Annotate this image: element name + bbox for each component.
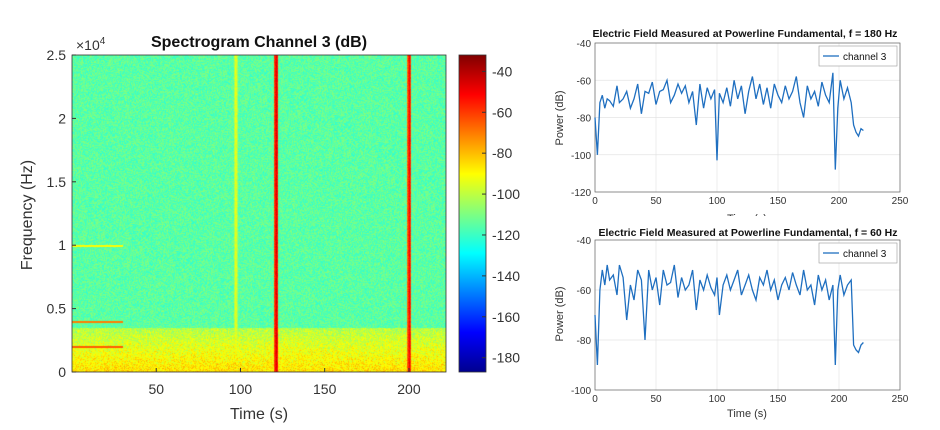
colorbar-tick-label: -40 — [492, 63, 512, 79]
line-chart-60hz: Electric Field Measured at Powerline Fun… — [554, 227, 909, 420]
chart-180hz-ticks: 0 50 100 150 200 250 -40 -60 -80 -100 -120 — [571, 39, 909, 207]
exponent-label: ×104 — [76, 36, 106, 53]
x-tick-label: 200 — [831, 394, 848, 405]
x-tick-label: 250 — [892, 394, 909, 405]
colorbar-tick-label: -180 — [492, 350, 520, 366]
spectrogram-y-tick-label: 1 — [58, 237, 66, 253]
spectrogram-x-ticks: 50 100 150 200 — [148, 368, 421, 397]
legend-label: channel 3 — [843, 249, 887, 260]
x-tick-label: 100 — [709, 196, 726, 207]
colorbar-tick-label: -80 — [492, 145, 512, 161]
spectrogram-x-tick-label: 50 — [148, 381, 164, 397]
y-tick-label: -60 — [577, 286, 592, 297]
chart-180hz-legend: channel 3 — [818, 45, 898, 67]
x-tick-label: 150 — [770, 196, 787, 207]
x-tick-label: 100 — [709, 394, 726, 405]
colorbar-ticks: -40 -60 -80 -100 -120 -140 -160 -180 — [482, 63, 520, 366]
spectrogram-frame — [71, 54, 447, 373]
chart-180hz-series-channel-3 — [594, 72, 864, 170]
chart-180hz-xlabel-cover — [560, 216, 940, 228]
x-tick-label: 50 — [650, 196, 662, 207]
y-tick-label: -80 — [577, 336, 592, 347]
y-tick-label: -40 — [577, 39, 592, 50]
colorbar-tick-label: -100 — [492, 186, 520, 202]
y-tick-label: -80 — [577, 114, 592, 125]
spectrogram-y-tick-label: 0 — [58, 364, 66, 380]
spectrogram-ylabel: Frequency (Hz) — [19, 160, 36, 270]
colorbar-tick-label: -120 — [492, 227, 520, 243]
chart-60hz-legend: channel 3 — [818, 242, 898, 264]
spectrogram-x-tick-label: 150 — [313, 381, 337, 397]
spectrogram-x-tick-label: 100 — [229, 381, 253, 397]
spectrogram-title: Spectrogram Channel 3 (dB) — [151, 34, 367, 51]
chart-60hz-series-channel-3 — [594, 264, 864, 366]
colorbar-gradient — [458, 54, 487, 373]
colorbar-tick-label: -160 — [492, 309, 520, 325]
spectrogram-y-tick-label: 2.5 — [47, 47, 67, 63]
spectrogram-y-tick-label: 0.5 — [47, 301, 67, 317]
colorbar-tick-label: -140 — [492, 268, 520, 284]
spectrogram-y-tick-label: 1.5 — [47, 174, 67, 190]
chart-60hz-ticks: 0 50 100 150 200 250 -40 -60 -80 -100 — [571, 236, 909, 405]
chart-60hz-ylabel: Power (dB) — [554, 286, 566, 341]
colorbar: -40 -60 -80 -100 -120 -140 -160 -180 — [458, 54, 520, 373]
spectrogram-heatmap — [72, 55, 446, 372]
y-tick-label: -60 — [577, 76, 592, 87]
y-tick-label: -120 — [571, 188, 591, 199]
x-tick-label: 200 — [831, 196, 848, 207]
x-tick-label: 50 — [650, 394, 662, 405]
chart-60hz-xlabel: Time (s) — [727, 408, 767, 420]
spectrogram-plot-area — [71, 54, 447, 373]
spectrogram-chart: Spectrogram Channel 3 (dB) ×104 50 100 150… — [19, 34, 447, 423]
x-tick-label: 250 — [892, 196, 909, 207]
x-tick-label: 0 — [592, 394, 598, 405]
spectrogram-x-tick-label: 200 — [397, 381, 421, 397]
y-tick-label: -100 — [571, 386, 591, 397]
exponent-base: ×10 — [76, 37, 100, 53]
x-tick-label: 0 — [592, 196, 598, 207]
colorbar-tick-label: -60 — [492, 104, 512, 120]
chart-180hz-ylabel: Power (dB) — [554, 90, 566, 145]
y-tick-label: -100 — [571, 151, 591, 162]
exponent-power: 4 — [100, 36, 106, 47]
chart-180hz-title: Electric Field Measured at Powerline Fun… — [593, 28, 898, 40]
y-tick-label: -40 — [577, 236, 592, 247]
spectrogram-xlabel: Time (s) — [230, 406, 288, 423]
x-tick-label: 150 — [770, 394, 787, 405]
chart-60hz-title: Electric Field Measured at Powerline Fun… — [598, 227, 897, 239]
spectrogram-y-tick-label: 2 — [58, 110, 66, 126]
legend-label: channel 3 — [843, 52, 887, 63]
line-chart-180hz: Electric Field Measured at Powerline Fun… — [554, 28, 940, 228]
spectrogram-y-ticks: 0 0.5 1 1.5 2 2.5 — [47, 47, 76, 380]
